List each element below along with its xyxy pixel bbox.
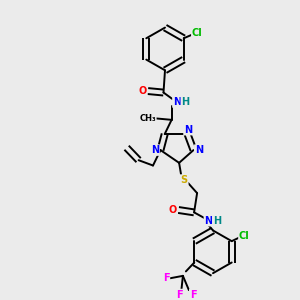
Text: N: N [173,97,181,107]
Text: CH₃: CH₃ [139,114,156,123]
Text: H: H [213,216,221,226]
Text: N: N [204,216,213,226]
Text: N: N [195,145,203,155]
Text: O: O [138,86,147,96]
Text: Cl: Cl [239,231,250,241]
Text: F: F [163,273,169,283]
Text: S: S [181,175,188,185]
Text: N: N [151,145,159,155]
Text: N: N [184,124,192,135]
Text: Cl: Cl [192,28,203,38]
Text: H: H [181,97,190,107]
Text: O: O [169,205,177,215]
Text: F: F [190,290,196,299]
Text: F: F [177,290,183,299]
